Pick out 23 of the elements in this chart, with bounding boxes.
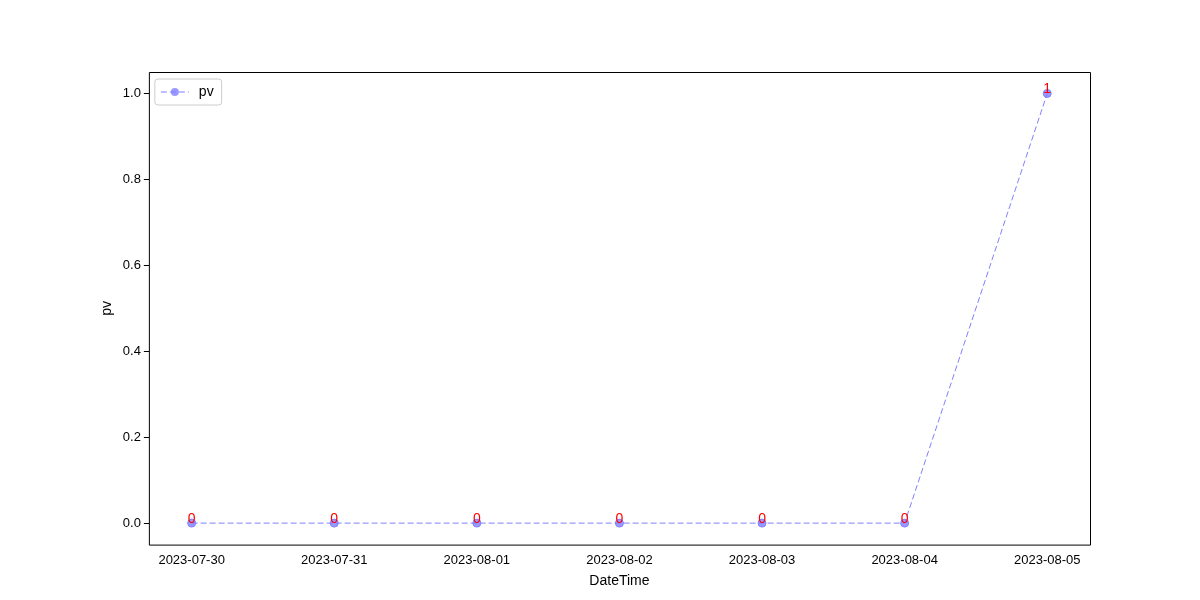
data-label: 0 [187, 510, 196, 527]
data-label: 0 [472, 510, 481, 527]
x-tick-label: 2023-08-02 [586, 551, 653, 567]
y-tick-label: 0.6 [122, 256, 141, 272]
data-label: 0 [900, 510, 909, 527]
x-tick-label: 2023-08-05 [1013, 551, 1081, 567]
x-axis-title: DateTime [589, 572, 650, 589]
y-tick-label: 0.4 [122, 342, 141, 358]
y-tick-label: 1.0 [122, 85, 141, 101]
x-tick-label: 2023-08-03 [728, 551, 796, 567]
legend-label: pv [198, 82, 214, 99]
y-tick-label: 0.0 [122, 514, 141, 530]
x-tick-label: 2023-08-01 [443, 551, 511, 567]
y-tick-label: 0.8 [122, 170, 141, 186]
y-axis-title: pv [98, 300, 115, 316]
data-label: 0 [330, 510, 339, 527]
y-tick-label: 0.2 [122, 428, 141, 444]
x-tick-label: 2023-07-30 [158, 551, 225, 567]
data-label: 0 [615, 510, 624, 527]
data-label: 0 [758, 510, 767, 527]
data-label: 1 [1043, 80, 1052, 97]
x-tick-label: 2023-08-04 [871, 551, 938, 567]
x-tick-label: 2023-07-31 [301, 551, 368, 567]
